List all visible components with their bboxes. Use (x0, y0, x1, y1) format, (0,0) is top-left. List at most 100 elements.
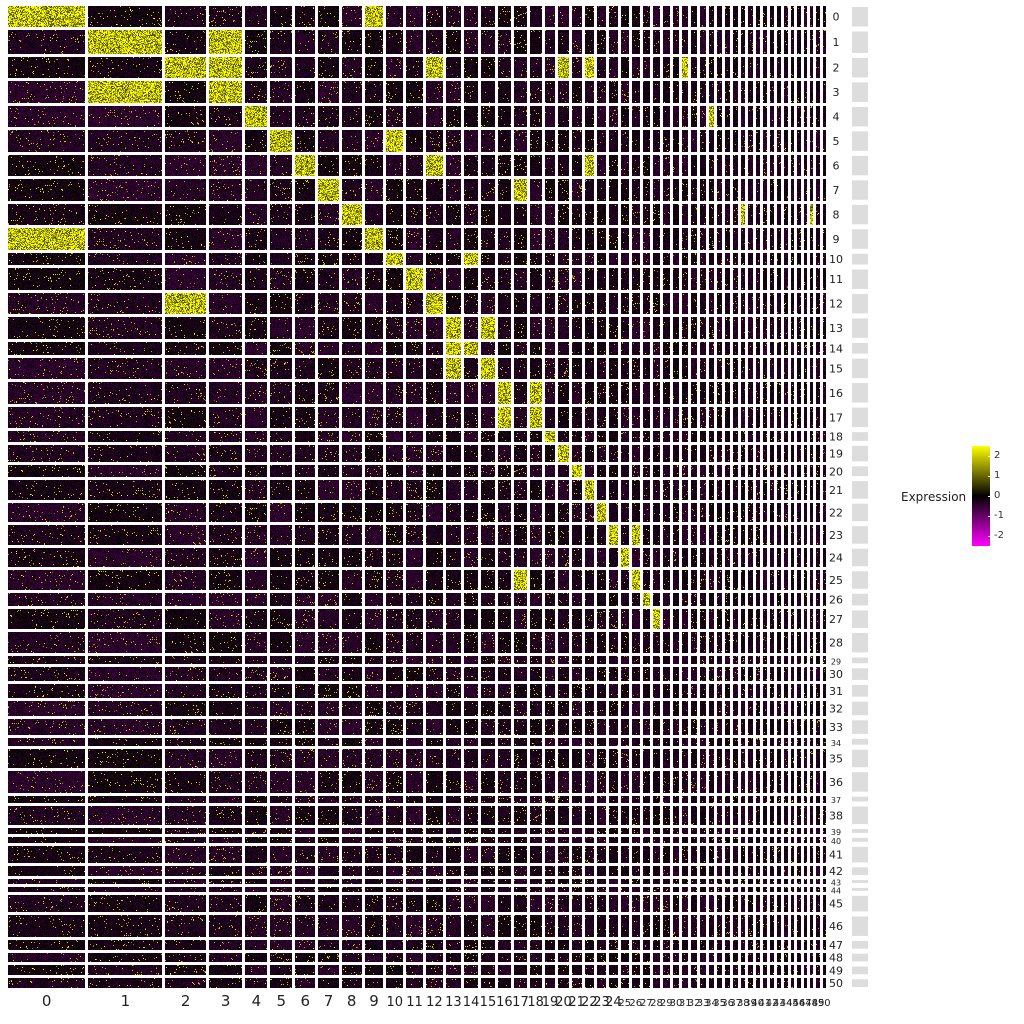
y-tick-label: 48 (829, 952, 843, 965)
x-tick-label: 19 (542, 995, 559, 1010)
row-gene-labels (852, 610, 868, 628)
row-gene-labels (852, 916, 868, 936)
row-gene-labels (852, 358, 868, 379)
y-tick-label: 40 (831, 837, 841, 846)
row-gene-labels (852, 342, 868, 354)
x-tick-label: 36 (721, 998, 734, 1009)
row-gene-labels (852, 738, 868, 745)
y-tick-label: 30 (829, 668, 843, 681)
y-tick-label: 42 (829, 865, 843, 878)
x-tick-label: 0 (42, 992, 52, 1010)
row-gene-labels (852, 318, 868, 338)
y-tick-label: 0 (833, 11, 840, 24)
x-tick-label: 8 (347, 992, 357, 1010)
y-tick-label: 32 (829, 702, 843, 715)
x-tick-label: 13 (445, 995, 462, 1010)
row-gene-labels (852, 657, 868, 664)
x-tick-label: 43 (773, 998, 786, 1009)
x-tick-label: 28 (650, 998, 663, 1009)
y-tick-label: 49 (829, 964, 843, 977)
x-tick-label: 23 (593, 995, 610, 1010)
row-gene-labels (852, 749, 868, 768)
x-tick-label: 1 (121, 992, 131, 1010)
x-tick-label: 18 (527, 995, 544, 1010)
legend-tick-mark (988, 476, 992, 477)
x-tick-label: 17 (512, 995, 529, 1010)
y-tick-label: 20 (829, 465, 843, 478)
y-tick-label: 34 (831, 739, 841, 748)
y-tick-label: 25 (829, 574, 843, 587)
row-gene-labels (852, 7, 868, 27)
x-tick-label: 44 (780, 998, 793, 1009)
x-tick-label: 5 (277, 992, 287, 1010)
y-tick-label: 9 (833, 233, 840, 246)
y-tick-label: 11 (829, 273, 843, 286)
y-tick-label: 18 (829, 430, 843, 443)
y-tick-label: 21 (829, 484, 843, 497)
x-tick-label: 41 (759, 998, 772, 1009)
legend-title: Expression (901, 490, 967, 504)
x-tick-label: 2 (181, 992, 191, 1010)
row-gene-labels (852, 593, 868, 606)
row-gene-labels (852, 229, 868, 249)
x-tick-label: 42 (766, 998, 779, 1009)
legend-colorbar (972, 446, 990, 546)
x-tick-label: 35 (713, 998, 726, 1009)
y-tick-label: 39 (831, 828, 841, 837)
legend-tick-label: 0 (994, 490, 1001, 501)
legend-tick-mark (988, 516, 992, 517)
y-tick-label: 2 (833, 62, 840, 75)
x-tick-label: 3 (221, 992, 231, 1010)
x-tick-label: 37 (729, 998, 742, 1009)
x-tick-label: 12 (426, 995, 443, 1010)
row-gene-labels (852, 293, 868, 314)
y-tick-label: 12 (829, 298, 843, 311)
row-gene-labels (852, 632, 868, 653)
x-tick-label: 40 (751, 998, 764, 1009)
y-tick-label: 5 (833, 135, 840, 148)
y-tick-label: 14 (829, 342, 843, 355)
row-gene-labels (852, 772, 868, 792)
y-tick-label: 7 (833, 184, 840, 197)
row-gene-labels (852, 887, 868, 891)
row-gene-labels (852, 829, 868, 833)
y-tick-label: 35 (829, 752, 843, 765)
row-gene-labels (852, 548, 868, 567)
row-gene-labels (852, 867, 868, 876)
x-tick-label: 45 (786, 998, 799, 1009)
row-gene-labels (852, 953, 868, 962)
x-tick-label: 27 (640, 998, 653, 1009)
row-gene-labels (852, 701, 868, 716)
y-tick-label: 13 (829, 322, 843, 335)
row-gene-labels (852, 466, 868, 477)
row-gene-labels (852, 979, 868, 987)
y-tick-label: 29 (831, 657, 841, 666)
y-tick-label: 16 (829, 387, 843, 400)
color-legend: Expression 2 1 0 -1 -2 (896, 440, 1004, 550)
y-tick-label: 19 (829, 448, 843, 461)
x-tick-label: 34 (705, 998, 718, 1009)
y-tick-label: 4 (833, 111, 840, 124)
x-tick-label: 22 (581, 995, 598, 1010)
x-tick-label: 48 (805, 998, 818, 1009)
x-tick-label: 32 (688, 998, 701, 1009)
row-gene-labels (852, 204, 868, 225)
x-tick-label: 31 (679, 998, 692, 1009)
x-tick-label: 24 (605, 995, 622, 1010)
row-gene-labels (852, 180, 868, 200)
legend-tick-mark (988, 456, 992, 457)
y-tick-label: 1 (833, 36, 840, 49)
row-gene-labels (852, 837, 868, 842)
x-tick-label: 49 (812, 998, 825, 1009)
row-gene-labels (852, 57, 868, 78)
legend-tick-label: 2 (994, 450, 1001, 461)
row-gene-labels (852, 503, 868, 522)
x-tick-label: 7 (324, 992, 334, 1010)
row-gene-labels (852, 432, 868, 441)
row-gene-labels (852, 445, 868, 462)
y-tick-label: 17 (829, 411, 843, 424)
row-gene-labels (852, 131, 868, 151)
legend-tick-label: 1 (994, 470, 1001, 481)
y-tick-label: 10 (829, 253, 843, 266)
